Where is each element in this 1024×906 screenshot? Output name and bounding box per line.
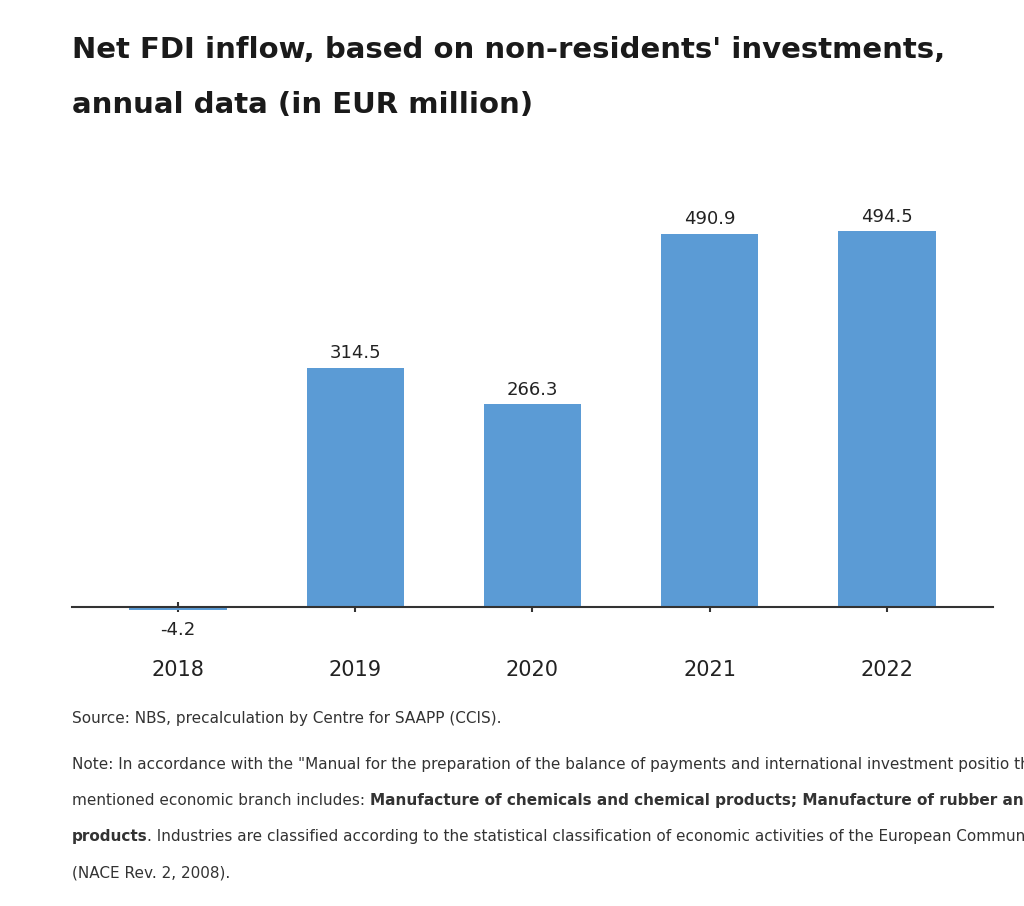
Text: (NACE Rev. 2, 2008).: (NACE Rev. 2, 2008). bbox=[72, 865, 230, 881]
Bar bbox=[306, 368, 404, 607]
Bar bbox=[129, 607, 226, 610]
Bar bbox=[483, 404, 582, 607]
Text: -4.2: -4.2 bbox=[161, 622, 196, 640]
Text: Manufacture of chemicals and chemical products; Manufacture of rubber and plasti: Manufacture of chemicals and chemical pr… bbox=[370, 793, 1024, 808]
Text: 2020: 2020 bbox=[506, 660, 559, 680]
Text: mentioned economic branch includes:: mentioned economic branch includes: bbox=[72, 793, 370, 808]
Text: 490.9: 490.9 bbox=[684, 210, 735, 228]
Text: 2019: 2019 bbox=[329, 660, 382, 680]
Text: Source: NBS, precalculation by Centre for SAAPP (CCIS).: Source: NBS, precalculation by Centre fo… bbox=[72, 711, 501, 727]
Text: Net FDI inflow, based on non-residents' investments,: Net FDI inflow, based on non-residents' … bbox=[72, 36, 945, 64]
Text: Note: In accordance with the "Manual for the preparation of the balance of payme: Note: In accordance with the "Manual for… bbox=[72, 757, 1024, 772]
Bar bbox=[660, 234, 759, 607]
Text: . Industries are classified according to the statistical classification of econo: . Industries are classified according to… bbox=[147, 829, 1024, 844]
Bar bbox=[839, 231, 936, 607]
Text: 314.5: 314.5 bbox=[330, 344, 381, 362]
Text: annual data (in EUR million): annual data (in EUR million) bbox=[72, 91, 532, 119]
Text: 2018: 2018 bbox=[152, 660, 205, 680]
Text: products: products bbox=[72, 829, 147, 844]
Text: 494.5: 494.5 bbox=[861, 207, 912, 226]
Text: 266.3: 266.3 bbox=[507, 381, 558, 399]
Text: 2022: 2022 bbox=[860, 660, 913, 680]
Text: 2021: 2021 bbox=[683, 660, 736, 680]
